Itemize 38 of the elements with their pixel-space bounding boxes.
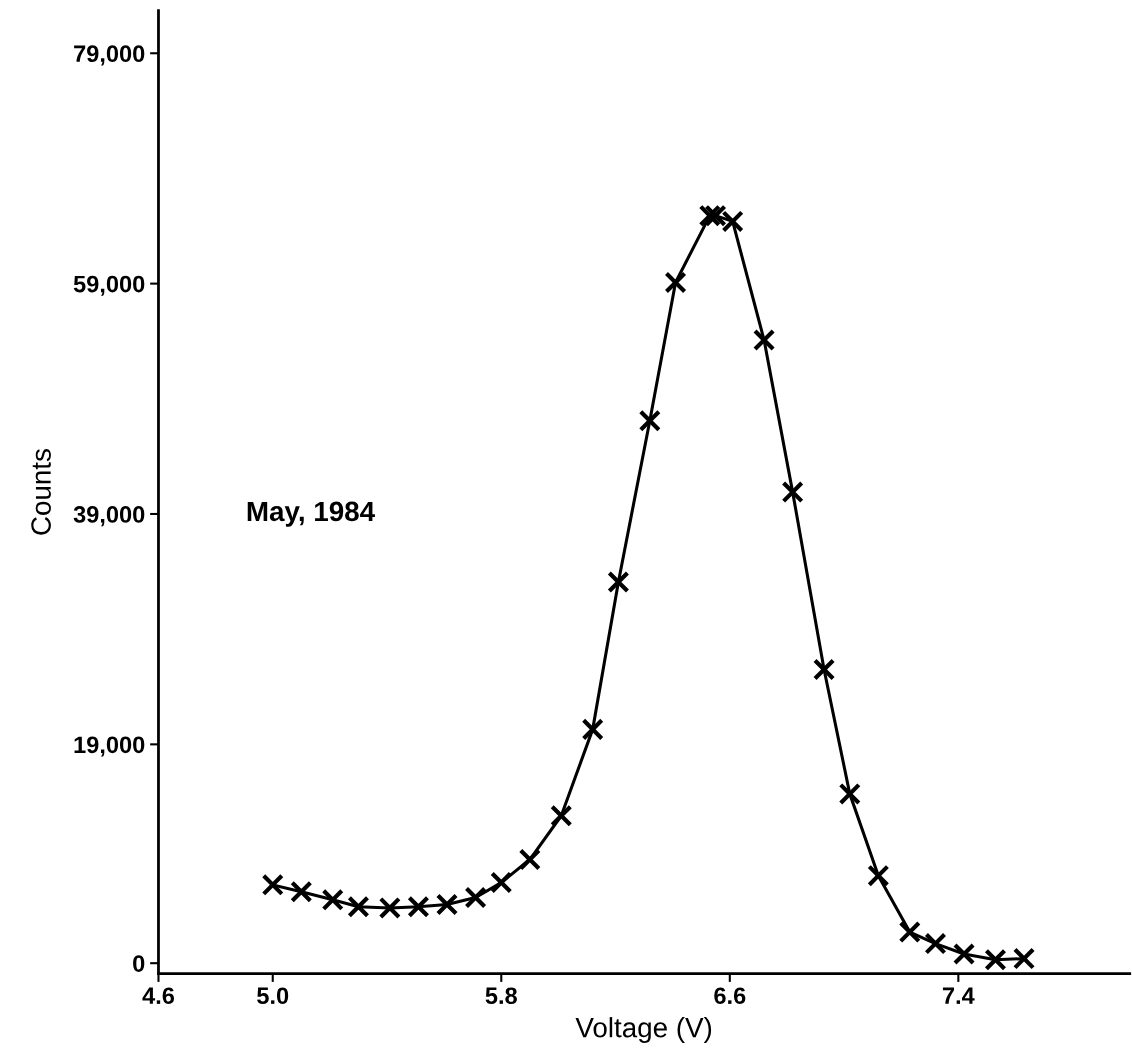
point	[581, 718, 604, 741]
point	[898, 920, 921, 944]
x-tick-label: 4.6	[142, 987, 175, 1005]
x-tick-label: 7.4	[942, 987, 975, 1004]
x-tick-label: 5.0	[257, 987, 289, 1005]
y-tick-label: 19,000	[74, 736, 145, 757]
point	[464, 886, 487, 909]
y-axis-title: Counts	[31, 449, 51, 535]
point	[290, 880, 313, 903]
point	[952, 942, 976, 966]
point	[752, 328, 776, 352]
y-tick-label: 79,000	[74, 45, 145, 66]
point	[261, 873, 284, 896]
point	[924, 932, 947, 955]
point	[638, 409, 661, 432]
point	[984, 948, 1007, 971]
point	[607, 570, 630, 594]
x-tick-label: 5.8	[485, 987, 517, 1005]
point	[378, 896, 401, 920]
point	[550, 804, 573, 827]
y-tick-label: 0	[133, 955, 145, 972]
point	[518, 848, 541, 871]
x-tick-label: 6.6	[714, 987, 746, 1005]
point	[664, 271, 687, 294]
point	[781, 480, 804, 504]
point	[812, 658, 836, 681]
point	[490, 871, 513, 894]
point	[838, 782, 861, 805]
x-axis-title: Voltage (V)	[575, 1017, 712, 1043]
point	[321, 888, 344, 911]
annotation: May, 1984	[247, 501, 375, 527]
point	[347, 895, 370, 918]
y-tick-label: 59,000	[73, 275, 145, 296]
point	[867, 864, 890, 887]
point	[1012, 947, 1036, 970]
point	[435, 893, 459, 916]
point	[407, 895, 430, 918]
y-tick-label: 39,000	[73, 506, 145, 527]
